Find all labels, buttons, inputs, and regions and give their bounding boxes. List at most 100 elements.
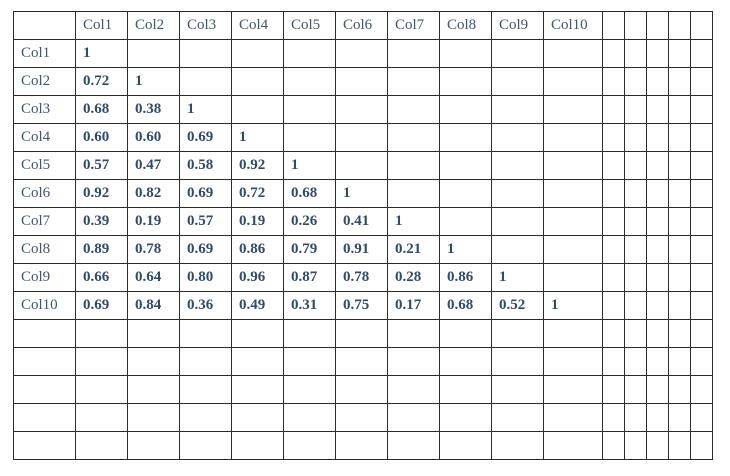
row-header: Col5 xyxy=(13,151,76,180)
empty-cell xyxy=(646,403,669,432)
empty-cell xyxy=(668,347,691,376)
empty-cell xyxy=(646,179,669,208)
empty-cell xyxy=(439,67,492,96)
table-row: Col4 0.60 0.60 0.69 1 xyxy=(13,123,713,152)
row-header: Col10 xyxy=(13,291,76,320)
empty-cell xyxy=(624,207,647,236)
empty-cell xyxy=(646,39,669,68)
correlation-value: 0.80 xyxy=(179,263,232,292)
empty-cell xyxy=(179,39,232,68)
empty-cell xyxy=(491,403,544,432)
empty-cell xyxy=(387,403,440,432)
empty-cell xyxy=(335,151,388,180)
empty-cell xyxy=(387,347,440,376)
empty-cell xyxy=(283,123,336,152)
empty-cell xyxy=(668,95,691,124)
empty-cell xyxy=(335,431,388,460)
column-header: Col5 xyxy=(283,11,336,40)
empty-cell xyxy=(624,67,647,96)
correlation-value: 1 xyxy=(127,67,180,96)
empty-cell xyxy=(646,235,669,264)
column-header: Col3 xyxy=(179,11,232,40)
empty-cell xyxy=(335,123,388,152)
empty-cell xyxy=(491,67,544,96)
empty-cell xyxy=(127,375,180,404)
empty-cell xyxy=(624,235,647,264)
table-row: Col6 0.92 0.82 0.69 0.72 0.68 1 xyxy=(13,179,713,208)
column-header: Col2 xyxy=(127,11,180,40)
empty-cell xyxy=(231,67,284,96)
table-row: Col1 1 xyxy=(13,39,713,68)
empty-cell xyxy=(602,151,625,180)
empty-cell xyxy=(690,235,713,264)
empty-cell xyxy=(231,39,284,68)
empty-cell xyxy=(543,403,603,432)
correlation-value: 0.41 xyxy=(335,207,388,236)
empty-cell xyxy=(624,95,647,124)
empty-cell xyxy=(179,347,232,376)
empty-cell xyxy=(335,67,388,96)
empty-cell xyxy=(127,39,180,68)
empty-cell xyxy=(690,67,713,96)
empty-cell xyxy=(543,151,603,180)
empty-cell xyxy=(179,403,232,432)
empty-row xyxy=(13,347,713,376)
empty-cell xyxy=(439,207,492,236)
row-header: Col1 xyxy=(13,39,76,68)
empty-cell xyxy=(13,347,76,376)
correlation-value: 0.19 xyxy=(127,207,180,236)
empty-cell xyxy=(387,67,440,96)
empty-cell xyxy=(387,95,440,124)
correlation-value: 0.92 xyxy=(75,179,128,208)
empty-cell xyxy=(646,375,669,404)
correlation-value: 0.60 xyxy=(75,123,128,152)
empty-cell xyxy=(491,235,544,264)
column-header: Col10 xyxy=(543,11,603,40)
empty-cell xyxy=(439,123,492,152)
correlation-value: 0.60 xyxy=(127,123,180,152)
empty-cell xyxy=(543,347,603,376)
empty-cell xyxy=(646,319,669,348)
empty-cell xyxy=(491,319,544,348)
empty-cell xyxy=(668,123,691,152)
empty-cell xyxy=(602,347,625,376)
empty-cell xyxy=(13,375,76,404)
empty-cell xyxy=(690,151,713,180)
correlation-value: 0.31 xyxy=(283,291,336,320)
empty-cell xyxy=(690,179,713,208)
empty-cell xyxy=(491,347,544,376)
empty-cell xyxy=(543,95,603,124)
empty-cell xyxy=(690,375,713,404)
correlation-value: 1 xyxy=(283,151,336,180)
empty-cell xyxy=(668,235,691,264)
empty-cell xyxy=(668,67,691,96)
empty-cell xyxy=(646,67,669,96)
empty-cell xyxy=(543,235,603,264)
correlation-value: 0.36 xyxy=(179,291,232,320)
empty-cell xyxy=(179,67,232,96)
empty-cell xyxy=(646,151,669,180)
correlation-value: 0.79 xyxy=(283,235,336,264)
correlation-value: 0.28 xyxy=(387,263,440,292)
empty-cell xyxy=(602,179,625,208)
empty-cell xyxy=(690,11,713,40)
empty-cell xyxy=(335,403,388,432)
empty-cell xyxy=(624,179,647,208)
correlation-value: 0.57 xyxy=(179,207,232,236)
empty-cell xyxy=(602,291,625,320)
correlation-value: 0.86 xyxy=(231,235,284,264)
empty-cell xyxy=(283,403,336,432)
table-row: Col2 0.72 1 xyxy=(13,67,713,96)
empty-cell xyxy=(231,347,284,376)
empty-cell xyxy=(668,179,691,208)
empty-cell xyxy=(690,207,713,236)
table-row: Col8 0.89 0.78 0.69 0.86 0.79 0.91 0.21 1 xyxy=(13,235,713,264)
empty-cell xyxy=(690,347,713,376)
empty-cell xyxy=(543,263,603,292)
correlation-value: 0.72 xyxy=(75,67,128,96)
empty-cell xyxy=(690,123,713,152)
empty-cell xyxy=(602,375,625,404)
column-header: Col7 xyxy=(387,11,440,40)
empty-cell xyxy=(646,263,669,292)
empty-cell xyxy=(491,375,544,404)
